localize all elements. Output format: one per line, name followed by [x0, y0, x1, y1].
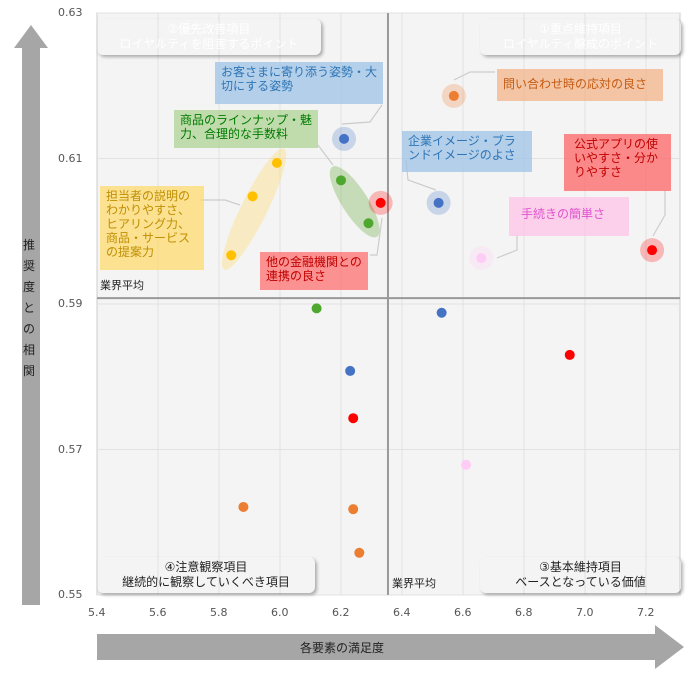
- annotation: お客さまに寄り添う姿勢・大切にする姿勢: [215, 62, 383, 104]
- annotation: 他の金融機関との連携の良さ: [260, 252, 368, 290]
- data-point: [363, 218, 374, 229]
- data-point: [238, 501, 249, 512]
- y-tick-label: 0.63: [58, 6, 83, 19]
- data-point: [345, 365, 356, 376]
- connector-line: [341, 104, 383, 125]
- annotation: 商品のラインナップ・魅力、合理的な手数料: [174, 110, 318, 148]
- x-tick-label: 5.4: [88, 606, 106, 619]
- x-tick-label: 5.8: [210, 606, 228, 619]
- data-point: [433, 197, 444, 208]
- data-point: [271, 157, 282, 168]
- data-point: [647, 245, 658, 256]
- data-point: [461, 459, 472, 470]
- x-axis-arrow: [97, 625, 684, 669]
- y-axis-arrow: [14, 25, 48, 605]
- average-label-x: 業界平均: [392, 577, 436, 590]
- average-label-y: 業界平均: [100, 279, 144, 292]
- x-tick-label: 6.4: [393, 606, 411, 619]
- connector-line: [453, 71, 495, 81]
- quadrant-label-key-maintain: ①重点維持項目 ロイヤルティ醸成のポイント: [480, 19, 681, 55]
- x-tick-label: 6.0: [271, 606, 289, 619]
- annotation: 担当者の説明のわかりやすさ、ヒアリング力、商品・サービスの提案力: [100, 186, 204, 270]
- x-tick-label: 6.8: [515, 606, 533, 619]
- x-tick-label: 6.2: [332, 606, 350, 619]
- data-point: [339, 133, 350, 144]
- x-tick-label: 6.6: [454, 606, 472, 619]
- connector-line: [317, 144, 334, 166]
- x-tick-label: 5.6: [149, 606, 167, 619]
- annotation: 手続きの簡単さ: [509, 197, 629, 236]
- data-point: [448, 90, 459, 101]
- connector-line: [496, 235, 518, 259]
- data-point: [348, 504, 359, 515]
- data-point: [564, 349, 575, 360]
- annotation: 企業イメージ・ブランドイメージのよさ: [402, 131, 532, 172]
- group-ellipse-yellow: [221, 148, 287, 270]
- y-tick-label: 0.55: [58, 588, 83, 601]
- data-point: [247, 191, 258, 202]
- data-point: [336, 175, 346, 186]
- data-point: [375, 197, 386, 208]
- annotation: 問い合わせ時の応対の良さ: [497, 69, 663, 101]
- grid: [97, 12, 680, 596]
- data-point: [348, 413, 359, 424]
- x-axis-label: 各要素の満足度: [300, 641, 385, 655]
- y-tick-label: 0.59: [58, 297, 83, 310]
- y-tick-label: 0.61: [58, 151, 83, 165]
- annotation: 公式アプリの使いやすさ・分かりやすさ: [564, 134, 671, 191]
- x-tick-label: 7.0: [576, 606, 594, 619]
- quadrant-label-watch: ④注意観察項目 継続的に観察していくべき項目: [97, 557, 315, 593]
- y-axis-label: 推奨度との相関: [22, 238, 35, 378]
- connector-line: [652, 190, 666, 237]
- connector-line: [370, 217, 383, 256]
- data-point: [436, 307, 447, 318]
- data-point: [476, 253, 487, 264]
- connector-line: [200, 199, 241, 206]
- data-point: [226, 250, 237, 261]
- data-point: [354, 547, 365, 558]
- data-point: [311, 303, 322, 314]
- quadrant-label-priority-improve: ②優先改善項目 ロイヤルティを阻害するポイント: [97, 19, 321, 55]
- y-tick-label: 0.57: [58, 442, 83, 456]
- x-tick-label: 7.2: [637, 606, 655, 619]
- quadrant-label-basic-maintain: ③基本維持項目 ベースとなっている価値: [480, 557, 681, 593]
